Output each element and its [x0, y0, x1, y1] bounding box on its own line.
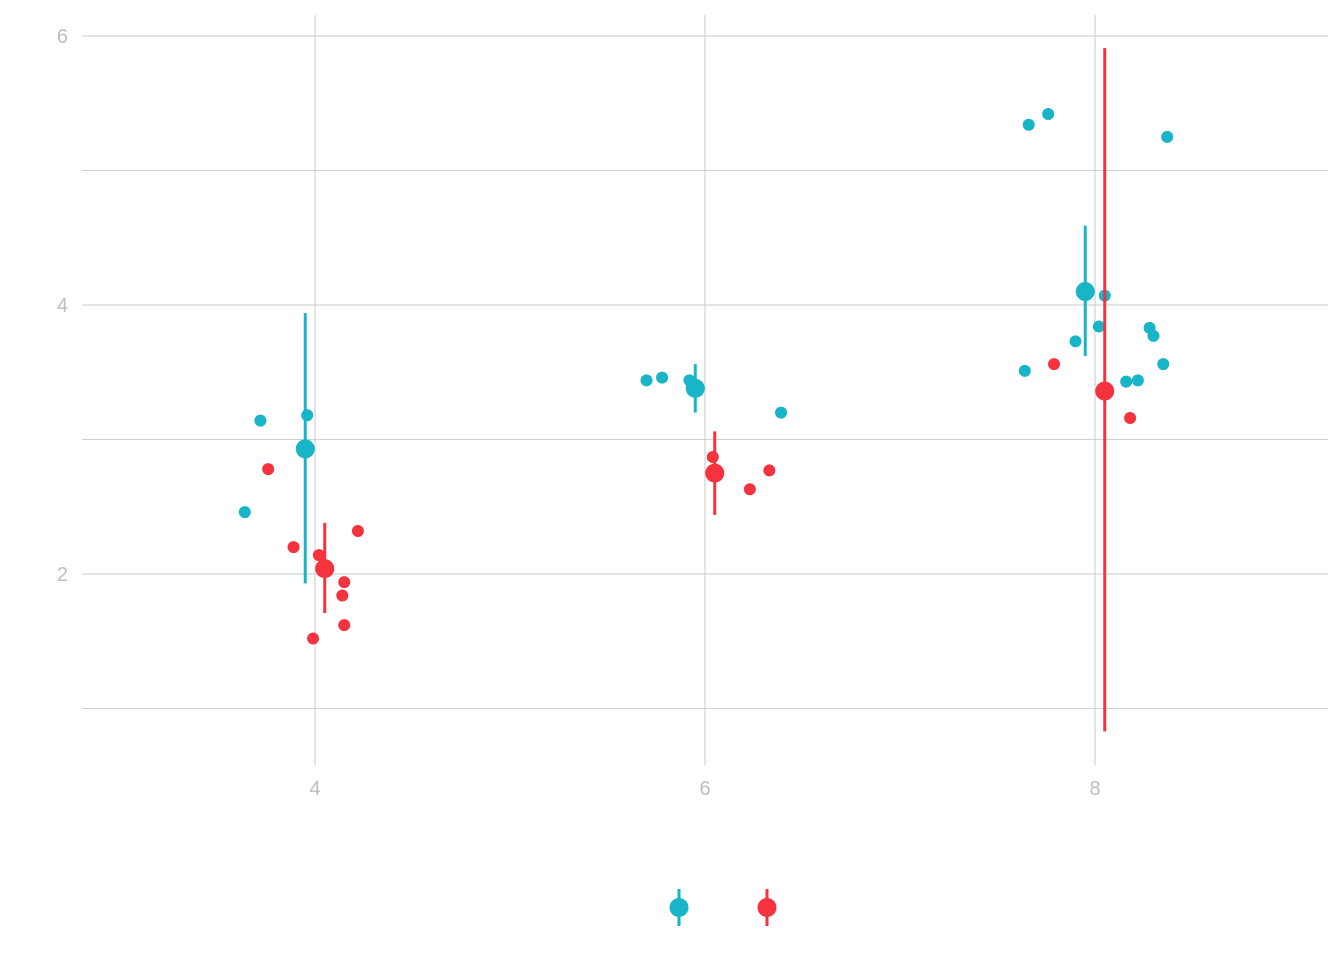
- data-point: [1042, 108, 1055, 121]
- y-tick-label: 4: [57, 295, 68, 317]
- data-point: [775, 406, 788, 419]
- mean-point: [295, 439, 315, 459]
- mean-point: [1095, 381, 1115, 401]
- data-point: [1161, 130, 1174, 143]
- y-tick-label: 6: [57, 26, 68, 48]
- data-point: [1022, 118, 1035, 131]
- data-point: [763, 464, 776, 477]
- mean-point: [1075, 282, 1095, 302]
- data-point: [1120, 375, 1133, 388]
- data-point: [351, 524, 364, 537]
- data-point: [254, 414, 267, 427]
- legend-key-point: [757, 898, 777, 917]
- data-point: [238, 506, 251, 519]
- data-point: [287, 541, 300, 554]
- x-tick-label: 6: [699, 778, 710, 800]
- plot-area: [238, 48, 1174, 732]
- axes: 2 4 6 4 6 8: [57, 26, 1101, 800]
- mean-point: [315, 559, 335, 579]
- data-point: [743, 483, 756, 496]
- legend-key: [757, 889, 777, 926]
- data-point: [1048, 358, 1061, 371]
- data-point: [307, 632, 320, 645]
- data-point: [656, 371, 669, 384]
- data-point: [338, 576, 351, 589]
- data-point: [706, 450, 719, 463]
- grid: [82, 15, 1328, 765]
- data-point: [338, 619, 351, 632]
- data-point: [1131, 374, 1144, 387]
- data-point: [1157, 358, 1170, 371]
- mean-point: [705, 463, 725, 483]
- legend-key-point: [669, 898, 689, 917]
- data-point: [262, 463, 275, 476]
- data-point: [1018, 364, 1031, 377]
- mean-point: [685, 378, 705, 398]
- data-point: [1069, 335, 1082, 348]
- legend-key: [669, 889, 689, 926]
- data-point: [1124, 411, 1137, 424]
- x-tick-label: 4: [309, 778, 320, 800]
- data-point: [640, 374, 653, 387]
- legend: [669, 889, 777, 926]
- y-tick-label: 2: [57, 564, 68, 586]
- x-tick-label: 8: [1089, 778, 1100, 800]
- data-point: [1092, 320, 1105, 333]
- data-point: [336, 589, 349, 602]
- data-point: [312, 549, 325, 562]
- data-point: [1147, 329, 1160, 342]
- data-point: [301, 409, 314, 422]
